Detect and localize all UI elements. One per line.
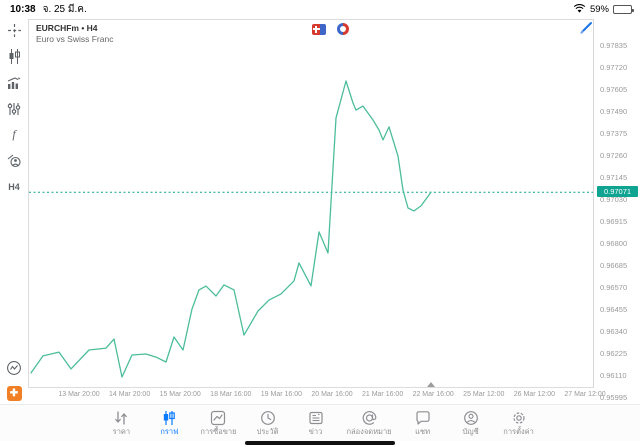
candlestick-chart-icon (161, 409, 177, 426)
clock-icon (260, 409, 276, 426)
home-indicator[interactable] (245, 441, 395, 445)
tab-charts[interactable]: กราฟ (152, 409, 186, 436)
wifi-icon (573, 1, 586, 19)
market-pulse-icon[interactable] (5, 359, 23, 376)
date-tick-label: 14 Mar 20:00 (108, 391, 151, 398)
gear-icon (511, 409, 527, 426)
statistics-icon[interactable] (5, 74, 23, 91)
price-tick-label: 0.96110 (600, 371, 627, 380)
chart-symbol-timeframe: EURCHFm • H4 (36, 23, 98, 33)
objects-icon[interactable] (5, 152, 23, 169)
date-tick-label: 19 Mar 16:00 (260, 391, 303, 398)
tab-trade[interactable]: การซื้อขาย (200, 409, 237, 436)
currency-pair-flags-icon[interactable] (312, 23, 326, 35)
timeframe-button[interactable]: H4 (8, 181, 20, 192)
price-tick-label: 0.97835 (600, 41, 628, 50)
price-tick-label: 0.96685 (600, 261, 628, 270)
chart-symbol-description: Euro vs Swiss Franc (36, 34, 114, 44)
date-tick-label: 20 Mar 16:00 (311, 391, 353, 398)
chart-area[interactable]: EURCHFm • H4 Euro vs Swiss Franc (28, 19, 594, 388)
chart-header: EURCHFm • H4 Euro vs Swiss Franc (36, 23, 113, 44)
bottom-tab-bar: ราคา กราฟ การซื้อขาย ประวัติ ข่าว กล่องจ… (0, 404, 640, 441)
date-tick-label: 18 Mar 16:00 (210, 391, 252, 398)
newspaper-icon (308, 409, 324, 426)
at-sign-icon (361, 409, 378, 426)
price-tick-label: 0.97605 (600, 85, 628, 94)
trade-chart-icon (210, 409, 226, 426)
date-tick-label: 13 Mar 20:00 (58, 391, 100, 398)
time-axis[interactable]: 13 Mar 20:00 14 Mar 20:00 15 Mar 20:00 18 M… (28, 389, 605, 403)
price-tick-label: 0.96455 (600, 305, 628, 314)
price-tick-label: 0.97720 (600, 63, 628, 72)
tab-chat[interactable]: แชท (406, 409, 440, 436)
price-tick-label: 0.97030 (600, 195, 628, 204)
date-tick-label: 27 Mar 12:00 (564, 391, 606, 398)
price-tick-label: 0.97260 (600, 151, 628, 160)
tab-quotes[interactable]: ราคา (104, 409, 138, 436)
date-tick-label: 25 Mar 12:00 (463, 391, 505, 398)
price-tick-label: 0.96340 (600, 327, 628, 336)
price-tick-label: 0.97145 (600, 173, 628, 182)
price-tick-label: 0.95995 (600, 393, 628, 402)
price-tick-label: 0.96915 (600, 217, 628, 226)
price-tick-label: 0.96225 (600, 349, 628, 358)
status-date: จ. 25 มี.ค. (42, 4, 87, 15)
price-tick-label: 0.97375 (600, 129, 628, 138)
quotes-arrows-icon (113, 409, 129, 426)
price-tick-label: 0.96800 (600, 239, 628, 248)
one-click-trading-icon[interactable]: ✚ (5, 385, 23, 402)
date-tick-label: 15 Mar 20:00 (159, 391, 201, 398)
tab-history[interactable]: ประวัติ (251, 409, 285, 436)
date-tick-label: 26 Mar 12:00 (513, 391, 556, 398)
chart-type-icon[interactable] (5, 48, 23, 65)
chart-toolbar: f H4 ✚ (0, 17, 28, 404)
battery-percent: 59% (589, 4, 609, 15)
last-bar-marker-icon (427, 382, 435, 387)
crosshair-icon[interactable] (5, 22, 23, 39)
edit-icon[interactable] (580, 21, 593, 39)
status-time: 10:38 (10, 4, 36, 15)
battery-icon (613, 5, 634, 14)
account-person-icon (463, 409, 479, 426)
tab-account[interactable]: บัญชี (454, 409, 488, 436)
status-bar: 10:38 จ. 25 มี.ค. 59% (0, 0, 640, 17)
price-tick-label: 0.96570 (600, 283, 628, 292)
price-line (30, 80, 432, 378)
market-session-ring-icon[interactable] (337, 23, 349, 35)
tab-news[interactable]: ข่าว (299, 409, 333, 436)
chart-screen: f H4 ✚ EURCHFm • H4 Euro vs Swiss Franc (0, 17, 640, 404)
date-tick-label: 22 Mar 16:00 (412, 391, 454, 398)
indicators-tune-icon[interactable] (5, 100, 23, 117)
price-axis[interactable]: 0.97071 0.97835 0.97720 0.97605 0.97490 0.97… (580, 19, 640, 402)
current-price-badge: 0.97071 (597, 185, 638, 197)
date-tick-label: 21 Mar 16:00 (361, 391, 404, 398)
functions-icon[interactable]: f (12, 127, 16, 141)
price-plot (29, 80, 593, 378)
tab-settings[interactable]: การตั้งค่า (502, 409, 536, 436)
chat-bubble-icon (415, 409, 431, 426)
tab-mailbox[interactable]: กล่องจดหมาย (347, 409, 392, 436)
price-tick-label: 0.97490 (600, 107, 628, 116)
